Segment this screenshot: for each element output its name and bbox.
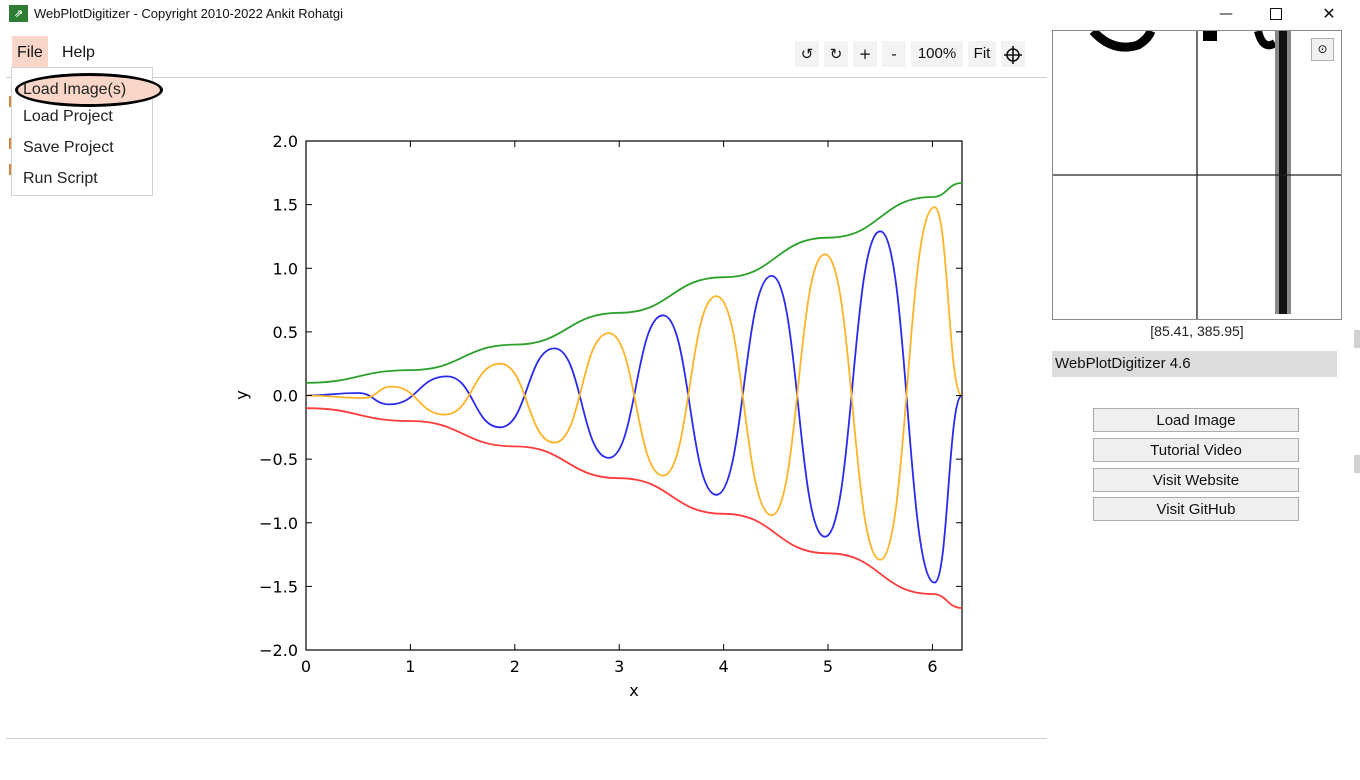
menu-separator — [6, 77, 1047, 78]
x-tick-label: 5 — [823, 657, 833, 676]
rotate-right-icon: ↻ — [829, 45, 843, 63]
series-line-0 — [305, 182, 963, 384]
fit-button[interactable]: Fit — [968, 41, 996, 67]
menu-item-load-project[interactable]: Load Project — [23, 108, 113, 125]
y-tick-label: −1.5 — [259, 577, 298, 596]
minimize-button[interactable]: — — [1201, 0, 1251, 28]
x-tick-label: 0 — [301, 657, 311, 676]
close-button[interactable]: ✕ — [1304, 0, 1354, 28]
x-tick-label: 1 — [405, 657, 415, 676]
menu-file[interactable]: File — [12, 36, 48, 68]
x-tick-label: 2 — [510, 657, 520, 676]
y-tick-label: −1.0 — [259, 514, 298, 533]
highlight-ellipse — [15, 73, 163, 107]
sidebar-fragment — [9, 164, 12, 175]
rotate-right-button[interactable]: ↻ — [824, 41, 848, 67]
menu-item-save-project[interactable]: Save Project — [23, 139, 114, 156]
zoom-out-button[interactable]: - — [882, 41, 906, 67]
x-tick-label: 6 — [927, 657, 937, 676]
menu-item-load-images[interactable]: Load Image(s) — [12, 73, 163, 107]
series-line-1 — [305, 407, 963, 609]
menu-item-run-script[interactable]: Run Script — [23, 170, 98, 187]
rotate-left-icon: ↺ — [800, 45, 814, 63]
crosshair-button[interactable] — [1001, 41, 1025, 67]
x-tick-label: 4 — [719, 657, 729, 676]
y-tick-label: 1.0 — [273, 259, 298, 278]
y-axis-label: y — [232, 390, 251, 399]
menu-item-label: Load Image(s) — [23, 81, 127, 98]
version-label: WebPlotDigitizer 4.6 — [1052, 351, 1337, 377]
visit-website-button[interactable]: Visit Website — [1093, 468, 1299, 492]
bottom-separator — [6, 738, 1047, 739]
sidebar-fragment — [9, 138, 12, 149]
visit-github-button[interactable]: Visit GitHub — [1093, 497, 1299, 521]
y-tick-label: −0.5 — [259, 450, 298, 469]
series-line-3 — [305, 206, 963, 561]
cursor-coordinates: [85.41, 385.95] — [1150, 323, 1244, 339]
gear-icon[interactable]: ⊙ — [1311, 38, 1334, 61]
y-tick-label: −2.0 — [259, 641, 298, 660]
crosshair-icon — [1004, 45, 1022, 64]
rotate-left-button[interactable]: ↺ — [795, 41, 819, 67]
title-bar: ⇗ WebPlotDigitizer - Copyright 2010-2022… — [0, 0, 1360, 28]
zoom-view-image — [1053, 31, 1341, 319]
zoom-level[interactable]: 100% — [911, 41, 963, 67]
load-image-button[interactable]: Load Image — [1093, 408, 1299, 432]
file-menu-dropdown: Load Image(s) Load Project Save Project … — [11, 67, 163, 196]
app-icon: ⇗ — [9, 5, 28, 22]
y-tick-label: 0.0 — [273, 387, 298, 406]
tutorial-video-button[interactable]: Tutorial Video — [1093, 438, 1299, 462]
sidebar-fragment — [9, 96, 12, 107]
maximize-button[interactable] — [1251, 0, 1301, 28]
y-tick-label: 0.5 — [273, 323, 298, 342]
window-edge — [1354, 330, 1360, 348]
x-axis-label: x — [629, 681, 638, 700]
series-line-2 — [305, 230, 963, 584]
plot-chart[interactable]: 0 1 2 3 4 5 6 2.0 1.5 1.0 0.5 0.0 −0.5 −1.0 −1.5 −2.0 x… — [220, 120, 1000, 710]
window-edge — [1354, 455, 1360, 473]
x-tick-label: 3 — [614, 657, 624, 676]
zoom-in-button[interactable]: + — [853, 41, 877, 67]
window-title: WebPlotDigitizer - Copyright 2010-2022 A… — [34, 6, 344, 21]
y-tick-label: 2.0 — [273, 132, 298, 151]
zoom-view — [1052, 30, 1342, 320]
minimize-icon: — — [1219, 6, 1233, 22]
menu-help[interactable]: Help — [62, 44, 95, 61]
maximize-icon — [1270, 8, 1282, 20]
y-tick-label: 1.5 — [273, 196, 298, 215]
close-icon: ✕ — [1322, 4, 1336, 23]
